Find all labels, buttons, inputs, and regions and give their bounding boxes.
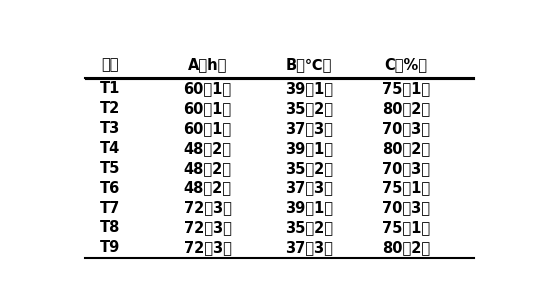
Text: 60（1）: 60（1） bbox=[184, 121, 232, 136]
Text: B（℃）: B（℃） bbox=[286, 57, 332, 72]
Text: 80（2）: 80（2） bbox=[382, 101, 430, 116]
Text: 75（1）: 75（1） bbox=[382, 220, 430, 236]
Text: 80（2）: 80（2） bbox=[382, 240, 430, 255]
Text: T8: T8 bbox=[100, 220, 120, 236]
Text: 处理: 处理 bbox=[101, 57, 119, 72]
Text: 37（3）: 37（3） bbox=[285, 181, 333, 196]
Text: A（h）: A（h） bbox=[188, 57, 227, 72]
Text: 37（3）: 37（3） bbox=[285, 121, 333, 136]
Text: T6: T6 bbox=[100, 181, 120, 196]
Text: 60（1）: 60（1） bbox=[184, 81, 232, 96]
Text: 39（1）: 39（1） bbox=[285, 81, 333, 96]
Text: 48（2）: 48（2） bbox=[184, 141, 232, 156]
Text: 48（2）: 48（2） bbox=[184, 181, 232, 196]
Text: 60（1）: 60（1） bbox=[184, 101, 232, 116]
Text: T1: T1 bbox=[100, 81, 120, 96]
Text: 70（3）: 70（3） bbox=[382, 121, 430, 136]
Text: 35（2）: 35（2） bbox=[285, 101, 333, 116]
Text: T4: T4 bbox=[100, 141, 120, 156]
Text: T5: T5 bbox=[100, 161, 120, 176]
Text: 75（1）: 75（1） bbox=[382, 81, 430, 96]
Text: C（%）: C（%） bbox=[385, 57, 427, 72]
Text: T3: T3 bbox=[100, 121, 120, 136]
Text: 35（2）: 35（2） bbox=[285, 220, 333, 236]
Text: 48（2）: 48（2） bbox=[184, 161, 232, 176]
Text: 72（3）: 72（3） bbox=[184, 200, 232, 215]
Text: T2: T2 bbox=[100, 101, 120, 116]
Text: 70（3）: 70（3） bbox=[382, 200, 430, 215]
Text: 35（2）: 35（2） bbox=[285, 161, 333, 176]
Text: 37（3）: 37（3） bbox=[285, 240, 333, 255]
Text: T7: T7 bbox=[100, 200, 120, 215]
Text: 70（3）: 70（3） bbox=[382, 161, 430, 176]
Text: 39（1）: 39（1） bbox=[285, 200, 333, 215]
Text: 75（1）: 75（1） bbox=[382, 181, 430, 196]
Text: 72（3）: 72（3） bbox=[184, 240, 232, 255]
Text: T9: T9 bbox=[100, 240, 120, 255]
Text: 72（3）: 72（3） bbox=[184, 220, 232, 236]
Text: 80（2）: 80（2） bbox=[382, 141, 430, 156]
Text: 39（1）: 39（1） bbox=[285, 141, 333, 156]
